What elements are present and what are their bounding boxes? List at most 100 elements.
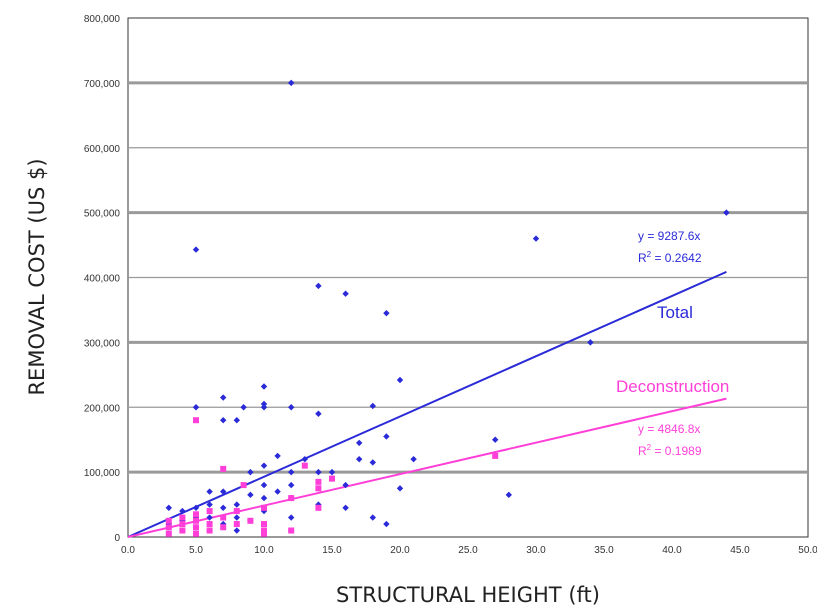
deconstruction-point	[165, 524, 172, 531]
y-tick-label: 600,000	[84, 144, 121, 155]
total-point	[288, 404, 295, 411]
total-point	[288, 79, 295, 87]
deconstruction-point	[220, 524, 227, 531]
total-point	[369, 459, 376, 466]
y-tick-label: 200,000	[84, 403, 121, 414]
total-point	[288, 514, 295, 521]
total-point	[315, 282, 322, 290]
x-tick-label: 25.0	[458, 545, 478, 556]
trendline-deconstruction-r2: R2 = 0.1989	[638, 443, 702, 458]
total-point	[260, 383, 268, 390]
total-point	[206, 488, 213, 495]
deconstruction-point	[220, 465, 227, 472]
y-tick-label: 800,000	[84, 14, 121, 25]
total-point	[356, 439, 363, 447]
deconstruction-point	[261, 504, 267, 511]
x-tick-label: 10.0	[254, 545, 274, 556]
total-point	[356, 455, 363, 463]
trendline-deconstruction	[127, 397, 727, 538]
total-point	[492, 436, 499, 443]
total-point	[179, 507, 186, 515]
y-axis-title: REMOVAL COST (US $)	[25, 158, 49, 395]
total-series-label: Total	[657, 303, 693, 322]
deconstruction-point	[193, 530, 199, 537]
total-point	[315, 410, 322, 417]
x-tick-label: 20.0	[390, 545, 410, 556]
y-tick-label: 100,000	[84, 468, 121, 479]
x-tick-label: 0.0	[121, 545, 135, 556]
total-point	[247, 491, 254, 499]
deconstruction-point	[233, 508, 240, 515]
total-point	[410, 455, 417, 463]
total-point	[342, 504, 349, 512]
x-tick-label: 45.0	[730, 545, 750, 556]
total-point	[192, 404, 200, 411]
total-point	[165, 504, 172, 512]
deconstruction-series-label: Deconstruction	[616, 377, 729, 396]
total-point	[383, 520, 390, 528]
total-point	[192, 246, 200, 253]
total-point	[260, 404, 268, 411]
total-point	[301, 455, 308, 463]
y-tick-label: 0	[114, 533, 120, 544]
total-point	[532, 235, 540, 242]
total-point	[240, 404, 247, 411]
total-point	[233, 514, 240, 521]
deconstruction-point	[261, 530, 267, 537]
x-tick-label: 50.0	[798, 545, 817, 556]
total-point	[288, 468, 295, 476]
trendline-total	[127, 270, 727, 538]
deconstruction-point	[288, 495, 295, 502]
deconstruction-point	[193, 524, 199, 531]
total-point	[383, 433, 390, 440]
x-tick-label: 5.0	[189, 545, 203, 556]
total-point	[288, 481, 295, 489]
total-point	[220, 488, 227, 495]
deconstruction-point	[179, 514, 186, 521]
deconstruction-point	[193, 511, 199, 518]
y-tick-label: 400,000	[84, 274, 121, 285]
total-point	[274, 488, 281, 495]
deconstruction-point	[206, 521, 213, 528]
x-tick-label: 35.0	[594, 545, 614, 556]
x-tick-label: 40.0	[662, 545, 682, 556]
total-point	[260, 481, 268, 489]
deconstruction-point	[288, 527, 295, 534]
deconstruction-point	[165, 517, 172, 524]
total-point	[192, 514, 200, 521]
x-tick-label: 15.0	[322, 545, 342, 556]
x-axis-title: STRUCTURAL HEIGHT (ft)	[336, 583, 600, 607]
deconstruction-point	[233, 521, 240, 528]
total-point	[206, 501, 213, 508]
deconstruction-point	[193, 517, 199, 524]
x-axis-ticks: 0.0 5.0 10.0 15.0 20.0 25.0 30.0 35.0 40.0 45.0 50…	[121, 545, 817, 556]
total-point	[233, 417, 240, 424]
y-axis-ticks: 0 100,000 200,000 300,000 400,000 500,000 600,…	[84, 14, 121, 544]
y-tick-label: 300,000	[84, 338, 121, 349]
total-point	[315, 468, 322, 476]
total-point	[260, 462, 268, 469]
deconstruction-point	[315, 485, 322, 492]
total-point	[260, 400, 268, 408]
total-point	[220, 417, 227, 424]
deconstruction-point	[261, 521, 267, 528]
deconstruction-point	[220, 514, 227, 521]
total-point	[260, 494, 268, 502]
trendline-deconstruction-equation: y = 4846.8x	[638, 422, 700, 436]
deconstruction-point	[261, 527, 267, 534]
deconstruction-point	[247, 517, 254, 524]
deconstruction-point	[206, 527, 213, 534]
total-point	[328, 468, 336, 476]
deconstruction-point	[492, 452, 499, 459]
total-point	[206, 514, 213, 521]
deconstruction-points	[165, 417, 499, 537]
trendline-total-r2: R2 = 0.2642	[638, 250, 702, 265]
total-point	[383, 309, 390, 317]
deconstruction-point	[329, 475, 335, 482]
deconstruction-point	[206, 508, 213, 515]
deconstruction-point	[315, 478, 322, 485]
total-point	[247, 468, 254, 476]
total-point	[192, 504, 200, 512]
total-point	[274, 452, 281, 460]
total-point	[233, 527, 240, 534]
